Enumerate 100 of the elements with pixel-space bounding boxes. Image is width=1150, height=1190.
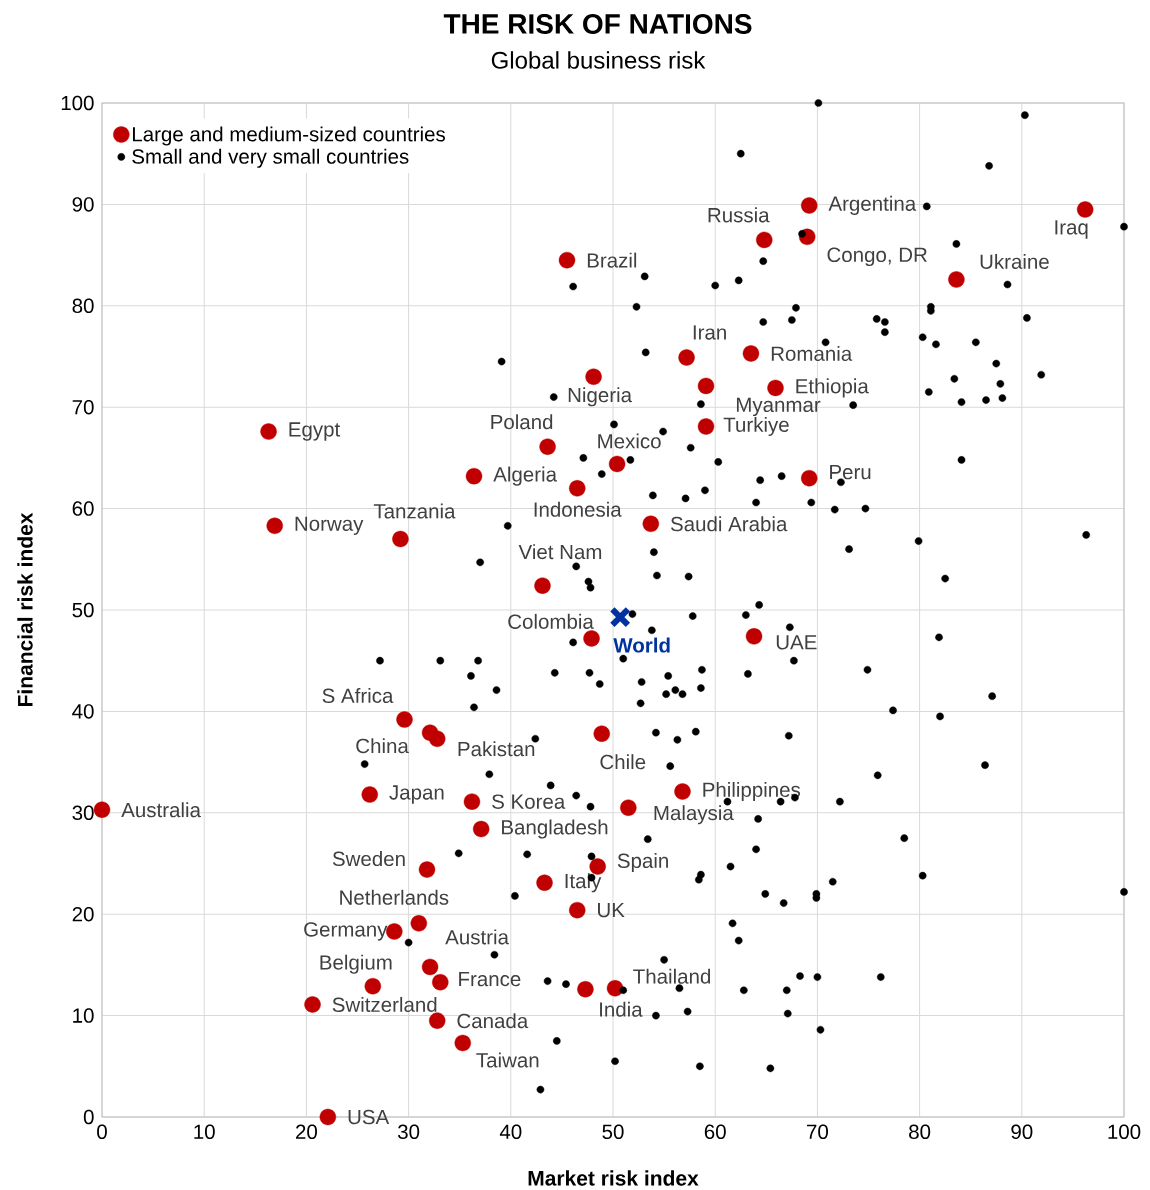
point <box>418 861 436 878</box>
point <box>534 577 551 594</box>
point <box>678 349 695 366</box>
annotation: Viet Nam <box>518 544 602 560</box>
point <box>697 418 715 435</box>
annotation: Nigeria <box>568 387 633 407</box>
point <box>454 1034 471 1052</box>
annotation: Turkiye <box>723 416 789 437</box>
point <box>463 793 481 810</box>
point <box>742 345 760 362</box>
annotation: Netherlands <box>340 889 449 905</box>
point <box>472 820 490 838</box>
annotation: S Africa <box>322 687 394 704</box>
point <box>948 271 965 288</box>
point <box>801 469 818 487</box>
x-tick-label: 20 <box>296 1124 317 1140</box>
point <box>429 1012 446 1029</box>
x-tick-label: 0 <box>97 1124 107 1140</box>
x-tick-label: 10 <box>194 1124 215 1140</box>
point <box>585 368 602 385</box>
point <box>421 958 439 976</box>
point <box>304 996 321 1013</box>
x-tick-label: 30 <box>397 1124 420 1140</box>
annotation: Sweden <box>332 851 405 867</box>
x-tick-label: 80 <box>909 1124 931 1140</box>
annotation: Algeria <box>493 466 558 486</box>
point <box>569 480 586 497</box>
annotation: Myanmar <box>736 397 821 417</box>
chart-title: THE RISK OF NATIONS <box>443 14 752 34</box>
annotation: Russia <box>708 207 770 223</box>
annotation: Japan <box>389 785 444 804</box>
y-tick-label: 60 <box>72 501 94 516</box>
point <box>432 973 449 991</box>
y-tick-label: 0 <box>83 1109 94 1125</box>
chart-subtitle: Global business risk <box>491 51 706 69</box>
annotation: France <box>459 971 521 987</box>
y-tick-label: 20 <box>72 906 94 922</box>
point <box>609 606 631 628</box>
annotation: Ukraine <box>980 253 1049 269</box>
annotation: Brazil <box>587 252 637 268</box>
x-tick-label: 50 <box>602 1124 624 1140</box>
y-tick-label: 10 <box>73 1008 94 1023</box>
annotation: Norway <box>295 516 364 536</box>
x-tick-label: 100 <box>1108 1124 1141 1140</box>
annotation: Chile <box>600 754 646 770</box>
annotation: Congo, DR <box>827 247 927 267</box>
series-label: World <box>613 637 670 653</box>
point <box>589 858 606 875</box>
annotation: Argentina <box>828 195 917 215</box>
annotation: Iran <box>693 325 726 340</box>
point <box>583 630 600 647</box>
point <box>642 515 660 533</box>
y-tick-label: 90 <box>72 197 94 212</box>
point <box>558 251 576 269</box>
annotation: Mexico <box>598 433 661 449</box>
point <box>1076 201 1094 218</box>
annotation: Belgium <box>320 954 392 974</box>
annotation: Thailand <box>633 968 711 984</box>
point <box>386 923 403 940</box>
point <box>392 530 409 548</box>
annotation: Pakistan <box>458 741 535 757</box>
annotation: UAE <box>776 635 817 650</box>
legend-label: Small and very small countries <box>132 148 409 168</box>
annotation: India <box>600 1001 643 1017</box>
annotation: Saudi Arabia <box>670 516 788 532</box>
point <box>465 467 483 485</box>
point <box>319 1108 337 1126</box>
annotation: Iraq <box>1055 220 1088 239</box>
annotation: Austria <box>445 929 509 945</box>
annotation: Bangladesh <box>502 819 608 839</box>
x-axis-title: Market risk index <box>528 1170 699 1186</box>
x-tick-label: 40 <box>499 1124 522 1140</box>
annotation: China <box>356 738 409 754</box>
annotation: Canada <box>457 1013 529 1029</box>
annotation: Malaysia <box>654 805 734 825</box>
point <box>745 628 763 645</box>
point <box>593 725 610 742</box>
annotation: Switzerland <box>332 996 437 1012</box>
point <box>429 730 446 747</box>
x-tick-label: 60 <box>704 1124 726 1140</box>
annotation: Poland <box>491 414 553 430</box>
annotation: Taiwan <box>476 1052 539 1068</box>
point <box>260 423 277 440</box>
y-tick-label: 40 <box>72 704 94 719</box>
point <box>266 517 283 535</box>
annotation: Egypt <box>289 422 341 441</box>
y-tick-label: 30 <box>72 805 94 821</box>
y-tick-label: 80 <box>72 298 94 314</box>
point <box>767 379 784 397</box>
point <box>620 799 637 816</box>
point <box>569 901 586 919</box>
annotation: Colombia <box>508 613 594 629</box>
point <box>93 801 111 818</box>
y-tick-label: 100 <box>61 95 94 111</box>
y-tick-label: 50 <box>72 602 94 618</box>
y-tick-label: 70 <box>72 399 94 415</box>
point <box>577 981 594 998</box>
point <box>674 783 691 800</box>
legend-label: Large and medium-sized countries <box>133 126 445 146</box>
y-axis-title: Financial risk index <box>17 512 33 707</box>
